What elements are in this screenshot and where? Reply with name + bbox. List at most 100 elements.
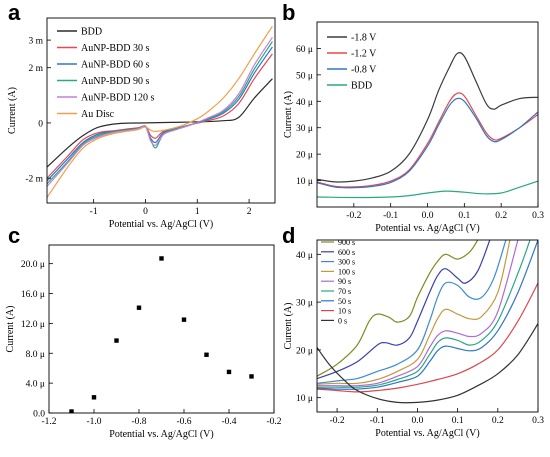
y-tick-label-1: 20 μ (296, 346, 313, 356)
x-tick-label-2: 1 (195, 207, 200, 217)
x-tick-label-2: 0.0 (412, 416, 424, 426)
legend-label-b-3: BDD (351, 81, 372, 92)
y-tick-label-2: 30 μ (296, 299, 313, 309)
y-tick-label-2: 8.0 μ (26, 350, 45, 360)
x-tick-label-3: 2 (247, 207, 252, 217)
x-tick-label-4: -0.4 (221, 417, 236, 427)
y-tick-label-0: 0.0 (33, 410, 45, 420)
y-tick-label-2: 2 m (28, 64, 43, 74)
x-tick-label-5: 0.3 (532, 416, 544, 426)
legend-label-d-1: 600 s (338, 248, 355, 257)
panel-letter-a: a (8, 0, 21, 25)
x-tick-label-3: 0.1 (458, 211, 470, 221)
plot-area-c (69, 256, 254, 413)
plot-area-d (317, 240, 538, 404)
plot-frame-d (316, 239, 539, 413)
plot-area-b (317, 52, 538, 199)
y-tick-label-5: 20.0 μ (21, 260, 45, 270)
legend-label-d-6: 50 s (338, 297, 351, 306)
series-line-b-1 (317, 92, 538, 188)
legend-label-d-0: 900 s (338, 238, 355, 247)
data-point-0 (69, 409, 74, 413)
series-line-d-4 (317, 240, 519, 387)
data-point-5 (181, 317, 187, 322)
x-tick-label-5: 0.3 (532, 211, 544, 221)
y-tick-label-5: 60 μ (296, 45, 313, 55)
x-axis-label-d: Potential vs. Ag/AgCl (V) (375, 428, 479, 439)
panel-letter-d: d (282, 223, 295, 248)
x-axis-label-a: Potential vs. Ag/AgCl (V) (109, 219, 213, 230)
y-tick-label-3: 40 μ (296, 98, 313, 108)
x-axis-label-b: Potential vs. Ag/AgCl (V) (375, 223, 479, 234)
x-tick-label-4: 0.2 (492, 416, 504, 426)
y-tick-label-1: 0 (38, 119, 43, 129)
series-line-d-7 (317, 282, 538, 393)
legend-label-a-4: AuNP-BDD 120 s (81, 93, 154, 104)
legend-label-d-8: 0 s (338, 316, 347, 325)
series-line-b-3 (317, 180, 538, 199)
x-tick-label-4: 0.2 (495, 211, 507, 221)
series-line-d-8 (317, 323, 538, 404)
legend-label-a-1: AuNP-BDD 30 s (81, 43, 149, 54)
panel-letter-c: c (8, 223, 20, 248)
x-tick-label-1: -0.1 (370, 416, 385, 426)
series-line-a-1 (47, 53, 273, 179)
y-tick-label-0: -2 m (25, 175, 43, 185)
legend-label-a-3: AuNP-BDD 90 s (81, 76, 149, 87)
series-line-d-1 (317, 240, 491, 380)
y-axis-label-b: Current (A) (283, 91, 294, 138)
panel-d: d -0.2 -0.1 0.0 0.1 0.2 0.3 10 μ 20 μ 30 μ 40 μ Pot… (282, 223, 544, 439)
data-point-1 (91, 395, 97, 400)
y-axis-label-c: Current (A) (5, 306, 16, 353)
panel-c: c -1.2 -1.0 -0.8 -0.6 -0.4 -0.2 0.0 4.0 μ 8.0 μ 12… (5, 223, 282, 440)
series-line-b-2 (317, 97, 538, 189)
y-axis-label-d: Current (A) (283, 303, 294, 350)
series-line-d-2 (317, 240, 507, 384)
data-point-7 (226, 369, 232, 375)
legend-label-d-4: 90 s (338, 277, 351, 286)
series-line-a-5 (47, 25, 273, 198)
x-tick-label-1: -0.1 (383, 211, 398, 221)
x-tick-label-2: -0.8 (131, 417, 146, 427)
y-axis-label-a: Current (A) (7, 87, 18, 134)
y-tick-label-3: 12.0 μ (21, 320, 45, 330)
x-tick-label-0: -0.2 (330, 416, 345, 426)
x-tick-label-0: -1.2 (41, 417, 56, 427)
y-tick-label-3: 40 μ (296, 251, 313, 261)
data-point-6 (204, 352, 209, 357)
y-tick-label-0: 10 μ (296, 177, 313, 187)
x-tick-label-0: -1 (90, 207, 98, 217)
series-line-b-0 (317, 52, 538, 183)
legend-label-a-5: Au Disc (81, 109, 115, 120)
legend-label-d-7: 10 s (338, 307, 351, 316)
series-line-d-6 (317, 240, 538, 390)
y-tick-label-0: 10 μ (296, 394, 313, 404)
x-tick-label-2: 0.0 (422, 211, 434, 221)
data-point-4 (159, 256, 164, 261)
x-tick-label-1: 0 (143, 207, 148, 217)
series-line-a-2 (47, 46, 273, 182)
legend-label-a-0: BDD (81, 27, 102, 38)
series-line-d-3 (317, 240, 511, 385)
plot-area-a (47, 25, 273, 198)
y-tick-label-1: 20 μ (296, 151, 313, 161)
panel-b: b -0.2 -0.1 0.0 0.1 0.2 0.3 10 μ 20 μ 30 μ 40 μ 50 … (282, 0, 544, 234)
plot-frame-c (48, 244, 275, 414)
data-point-2 (114, 338, 119, 343)
x-axis-label-c: Potential vs. Ag/AgCl (V) (109, 429, 213, 440)
series-line-a-0 (47, 78, 273, 168)
data-point-8 (249, 374, 254, 379)
x-tick-label-1: -1.0 (86, 417, 101, 427)
legend-label-d-3: 100 s (338, 267, 355, 276)
series-line-a-4 (47, 36, 273, 187)
y-tick-label-3: 3 m (28, 37, 43, 47)
y-tick-label-2: 30 μ (296, 124, 313, 134)
plot-frame-a (46, 17, 276, 204)
y-tick-label-4: 16.0 μ (21, 290, 45, 300)
y-tick-label-1: 4.0 μ (26, 380, 45, 390)
legend-label-b-1: -1.2 V (351, 49, 377, 60)
x-tick-label-0: -0.2 (346, 211, 361, 221)
panel-letter-b: b (282, 0, 295, 25)
legend-label-a-2: AuNP-BDD 60 s (81, 60, 149, 71)
